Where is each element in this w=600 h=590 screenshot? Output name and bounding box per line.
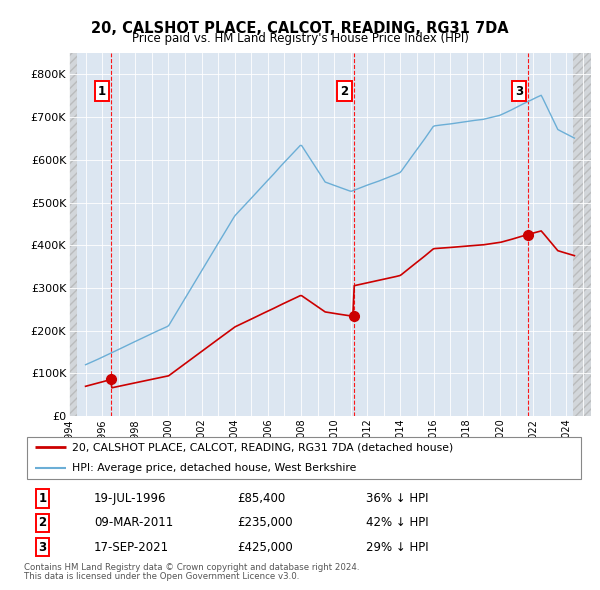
Text: 29% ↓ HPI: 29% ↓ HPI xyxy=(366,540,429,554)
FancyBboxPatch shape xyxy=(27,437,581,479)
Text: 19-JUL-1996: 19-JUL-1996 xyxy=(94,492,167,505)
Text: 1: 1 xyxy=(98,85,106,98)
Text: £85,400: £85,400 xyxy=(237,492,286,505)
Text: 09-MAR-2011: 09-MAR-2011 xyxy=(94,516,173,529)
Text: £425,000: £425,000 xyxy=(237,540,293,554)
Text: Price paid vs. HM Land Registry's House Price Index (HPI): Price paid vs. HM Land Registry's House … xyxy=(131,32,469,45)
Text: 2: 2 xyxy=(341,85,349,98)
Text: 1: 1 xyxy=(38,492,47,505)
Text: 2: 2 xyxy=(38,516,47,529)
Text: This data is licensed under the Open Government Licence v3.0.: This data is licensed under the Open Gov… xyxy=(24,572,299,581)
Text: 17-SEP-2021: 17-SEP-2021 xyxy=(94,540,169,554)
Text: HPI: Average price, detached house, West Berkshire: HPI: Average price, detached house, West… xyxy=(71,463,356,473)
Text: £235,000: £235,000 xyxy=(237,516,293,529)
Text: 20, CALSHOT PLACE, CALCOT, READING, RG31 7DA: 20, CALSHOT PLACE, CALCOT, READING, RG31… xyxy=(91,21,509,35)
Text: 36% ↓ HPI: 36% ↓ HPI xyxy=(366,492,429,505)
Text: 3: 3 xyxy=(515,85,523,98)
Text: 20, CALSHOT PLACE, CALCOT, READING, RG31 7DA (detached house): 20, CALSHOT PLACE, CALCOT, READING, RG31… xyxy=(71,442,453,453)
Text: 42% ↓ HPI: 42% ↓ HPI xyxy=(366,516,429,529)
Text: 3: 3 xyxy=(38,540,47,554)
Text: Contains HM Land Registry data © Crown copyright and database right 2024.: Contains HM Land Registry data © Crown c… xyxy=(24,563,359,572)
